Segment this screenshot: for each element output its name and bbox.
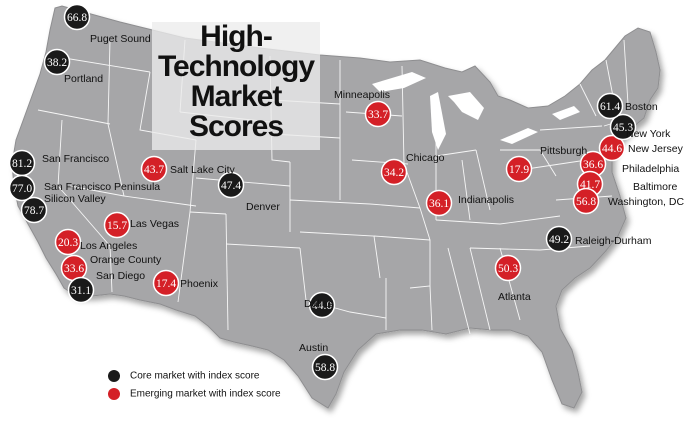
market-label: New Jersey: [628, 143, 683, 155]
market-label: Washington, DC: [608, 196, 685, 208]
market-label: Indianapolis: [458, 194, 515, 206]
market-marker: [425, 189, 453, 217]
market-marker: [609, 113, 637, 141]
market-marker: [364, 100, 392, 128]
market-label: Raleigh-Durham: [575, 235, 652, 247]
market-score: 44.0: [312, 300, 332, 312]
title-line: Market: [190, 80, 283, 113]
emerging-dot-icon: [108, 388, 120, 400]
market-score: 47.4: [221, 180, 241, 192]
market-marker: [308, 291, 336, 319]
title-line: Technology: [157, 50, 315, 83]
market-label: San Diego: [96, 270, 146, 282]
market-score: 56.8: [576, 196, 596, 208]
market-score: 81.2: [12, 158, 32, 170]
market-label: New York: [626, 128, 671, 140]
market-label: Salt Lake City: [170, 164, 235, 176]
market-score: 15.7: [107, 220, 127, 232]
map-title: High- Technology Market Scores: [152, 22, 320, 142]
core-dot-icon: [108, 370, 120, 382]
market-marker: [152, 269, 180, 297]
market-score: 43.7: [144, 164, 164, 176]
market-label: Las Vegas: [130, 218, 180, 230]
market-marker: [572, 187, 600, 215]
market-score: 33.7: [368, 109, 388, 121]
market-score: 50.3: [498, 263, 518, 275]
market-label: Austin: [299, 342, 329, 354]
market-label: Denver: [246, 201, 280, 213]
legend-label: Core market with index score: [130, 370, 260, 382]
market-label: San Francisco Peninsula: [44, 181, 161, 193]
market-score: 58.8: [315, 362, 335, 374]
market-score: 17.9: [509, 164, 529, 176]
market-label: Baltimore: [633, 181, 678, 193]
market-marker: [311, 353, 339, 381]
market-score: 31.1: [71, 285, 91, 297]
market-marker: [598, 134, 626, 162]
market-score: 66.8: [67, 12, 87, 24]
market-score: 78.7: [24, 205, 44, 217]
market-marker: [54, 228, 82, 256]
market-label: Chicago: [406, 152, 445, 164]
market-label: Puget Sound: [90, 33, 151, 45]
market-marker: [596, 92, 624, 120]
market-score: 20.3: [58, 237, 78, 249]
market-label: Atlanta: [498, 291, 531, 303]
market-score: 61.4: [600, 101, 620, 113]
title-line: High-: [200, 20, 273, 53]
market-label: Phoenix: [180, 278, 218, 290]
market-score: 17.4: [156, 278, 176, 290]
title-line: Scores: [188, 110, 284, 143]
market-label: Los Angeles: [80, 240, 138, 252]
market-score: 36.1: [429, 198, 449, 210]
market-marker: [505, 155, 533, 183]
market-score: 77.0: [12, 183, 32, 195]
market-marker: [380, 158, 408, 186]
market-markers: 66.8 38.2 81.2 77.0 78.7 43.7 15.7 20.3 33.6 31.1…: [8, 3, 637, 381]
market-label: Boston: [625, 101, 658, 113]
market-marker: [67, 276, 95, 304]
market-score: 44.6: [602, 143, 622, 155]
market-marker: [545, 225, 573, 253]
market-label: Portland: [64, 73, 104, 85]
great-lakes: [372, 72, 580, 150]
market-marker: [43, 48, 71, 76]
legend-label: Emerging market with index score: [130, 388, 281, 400]
market-marker: [494, 254, 522, 282]
market-label: Minneapolis: [334, 89, 391, 101]
market-score: 38.2: [47, 57, 67, 69]
market-label: Pittsburgh: [540, 145, 588, 157]
market-marker: [63, 3, 91, 31]
market-label: San Francisco: [42, 153, 110, 165]
title-panel: [152, 22, 320, 150]
market-marker: [103, 211, 131, 239]
legend-emerging: Emerging market with index score: [108, 388, 281, 400]
market-score: 49.2: [549, 234, 569, 246]
legend-core: Core market with index score: [108, 370, 260, 382]
market-marker: [20, 196, 48, 224]
market-score: 36.6: [583, 159, 603, 171]
market-marker: [217, 171, 245, 199]
market-score: 33.6: [64, 263, 84, 275]
market-label: Philadelphia: [622, 163, 680, 175]
market-label: Dallas: [304, 298, 334, 310]
market-marker: [8, 174, 36, 202]
market-label: Orange County: [90, 254, 162, 266]
market-score: 45.3: [613, 122, 633, 134]
market-marker: [140, 155, 168, 183]
market-score: 34.2: [384, 167, 404, 179]
market-label: Silicon Valley: [44, 193, 106, 205]
